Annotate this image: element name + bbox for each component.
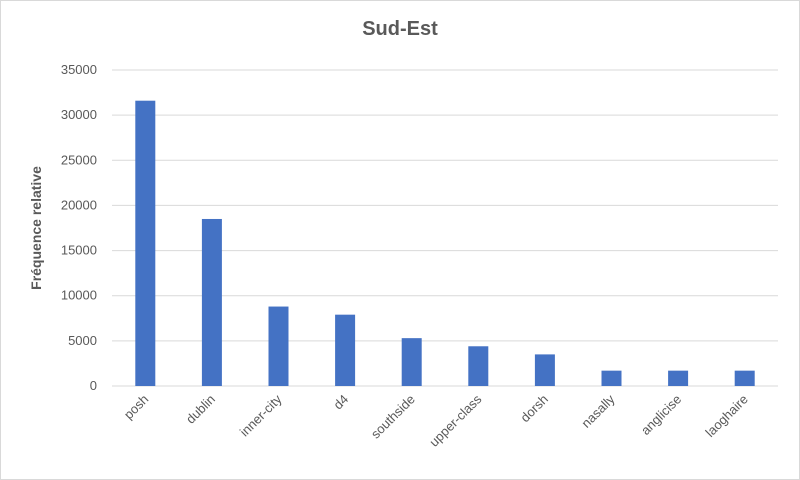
y-tick-label: 15000 [61, 243, 97, 258]
x-tick-label: inner-city [237, 391, 285, 439]
y-tick-label: 30000 [61, 107, 97, 122]
bar-inner-city [268, 306, 289, 386]
y-tick-label: 10000 [61, 288, 97, 303]
bar-upper-class [468, 346, 489, 386]
chart-title: Sud-Est [362, 18, 438, 40]
y-axis-ticks: 0 5000 10000 15000 20000 25000 30000 35000 [61, 62, 97, 393]
bar-dorsh [534, 354, 555, 386]
x-tick-label: dublin [183, 392, 218, 427]
y-axis-label: Fréquence relative [28, 166, 44, 290]
bar-laoghaire [734, 370, 755, 386]
gridlines [112, 69, 778, 387]
bar-anglicise [668, 370, 689, 386]
x-tick-label: d4 [330, 392, 351, 413]
x-tick-label: upper-class [426, 391, 484, 449]
y-tick-label: 25000 [61, 152, 97, 167]
x-tick-label: anglicise [638, 392, 684, 438]
x-tick-label: dorsh [517, 392, 551, 426]
x-axis-ticks: posh dublin inner-city d4 southside upper-cla… [121, 391, 751, 449]
bars [135, 100, 755, 386]
y-tick-label: 35000 [61, 62, 97, 77]
x-tick-label: southside [368, 392, 418, 442]
y-tick-label: 0 [90, 378, 97, 393]
y-tick-label: 20000 [61, 197, 97, 212]
x-tick-label: posh [121, 392, 152, 423]
bar-southside [401, 338, 422, 386]
x-tick-label: laoghaire [702, 392, 750, 440]
bar-d4 [335, 314, 356, 386]
bar-nasally [601, 370, 622, 386]
x-tick-label: nasally [578, 391, 618, 431]
bar-posh [135, 100, 156, 386]
y-tick-label: 5000 [68, 333, 97, 348]
bar-dublin [201, 218, 222, 386]
